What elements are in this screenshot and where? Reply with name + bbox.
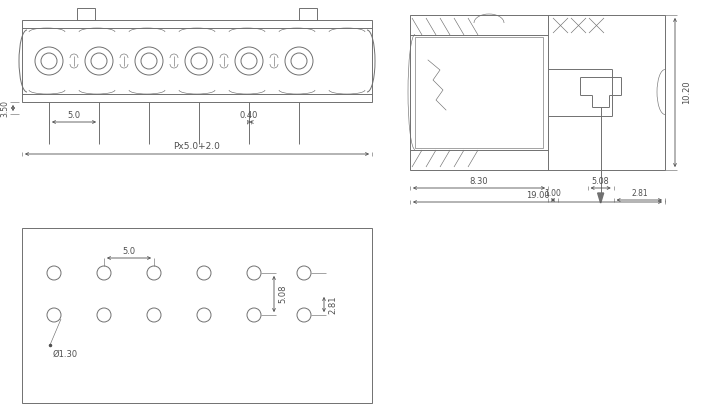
Text: 3.50: 3.50 (1, 99, 10, 116)
Text: 2.81: 2.81 (631, 189, 648, 198)
Text: 0.40: 0.40 (240, 111, 258, 120)
Text: 5.08: 5.08 (592, 176, 609, 185)
Circle shape (85, 47, 113, 75)
Text: 5.08: 5.08 (278, 285, 287, 303)
Text: 10.20: 10.20 (683, 80, 691, 104)
Bar (299, 8, 317, 20)
Text: Ø1.30: Ø1.30 (53, 349, 78, 358)
Polygon shape (598, 193, 604, 203)
Bar (22, 228, 372, 403)
Text: 2.81: 2.81 (329, 295, 337, 314)
Bar (410, 15, 665, 170)
Circle shape (41, 53, 57, 69)
Circle shape (35, 47, 63, 75)
Circle shape (141, 53, 157, 69)
Circle shape (241, 53, 257, 69)
Circle shape (285, 47, 313, 75)
Text: 19.00: 19.00 (526, 191, 550, 199)
Circle shape (135, 47, 163, 75)
Circle shape (185, 47, 213, 75)
Text: 8.30: 8.30 (470, 176, 489, 185)
Bar (77, 8, 95, 20)
Circle shape (235, 47, 263, 75)
Text: 5.0: 5.0 (123, 247, 135, 256)
Bar (415, 37, 543, 148)
Circle shape (191, 53, 207, 69)
Circle shape (291, 53, 307, 69)
Circle shape (91, 53, 107, 69)
Text: 5.0: 5.0 (67, 111, 81, 120)
Text: 1.00: 1.00 (545, 189, 562, 198)
Bar (22, 20, 372, 102)
Text: Px5.0+2.0: Px5.0+2.0 (174, 141, 220, 150)
